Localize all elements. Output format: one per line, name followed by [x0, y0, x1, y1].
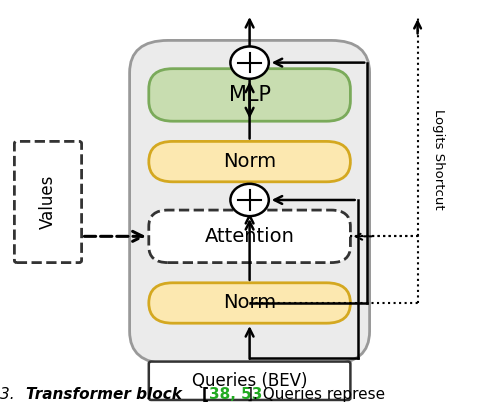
Text: Logits Shortcut: Logits Shortcut	[432, 109, 445, 210]
Text: 3.: 3.	[0, 387, 20, 402]
Circle shape	[230, 184, 269, 216]
Text: 38, 53: 38, 53	[209, 387, 262, 402]
Text: Attention: Attention	[204, 227, 295, 246]
Text: Transformer block: Transformer block	[26, 387, 188, 402]
Text: Norm: Norm	[223, 152, 276, 171]
Text: Queries (BEV): Queries (BEV)	[192, 372, 307, 390]
FancyBboxPatch shape	[149, 210, 350, 263]
Text: ]. Queries represe: ]. Queries represe	[247, 387, 385, 402]
Text: Values: Values	[39, 175, 57, 229]
FancyBboxPatch shape	[149, 69, 350, 121]
FancyBboxPatch shape	[130, 40, 370, 364]
FancyBboxPatch shape	[149, 283, 350, 323]
Text: MLP: MLP	[228, 85, 271, 105]
Text: [: [	[202, 387, 208, 402]
FancyBboxPatch shape	[14, 141, 82, 263]
FancyBboxPatch shape	[149, 141, 350, 182]
FancyBboxPatch shape	[149, 362, 350, 400]
Circle shape	[230, 46, 269, 79]
Text: Norm: Norm	[223, 293, 276, 313]
